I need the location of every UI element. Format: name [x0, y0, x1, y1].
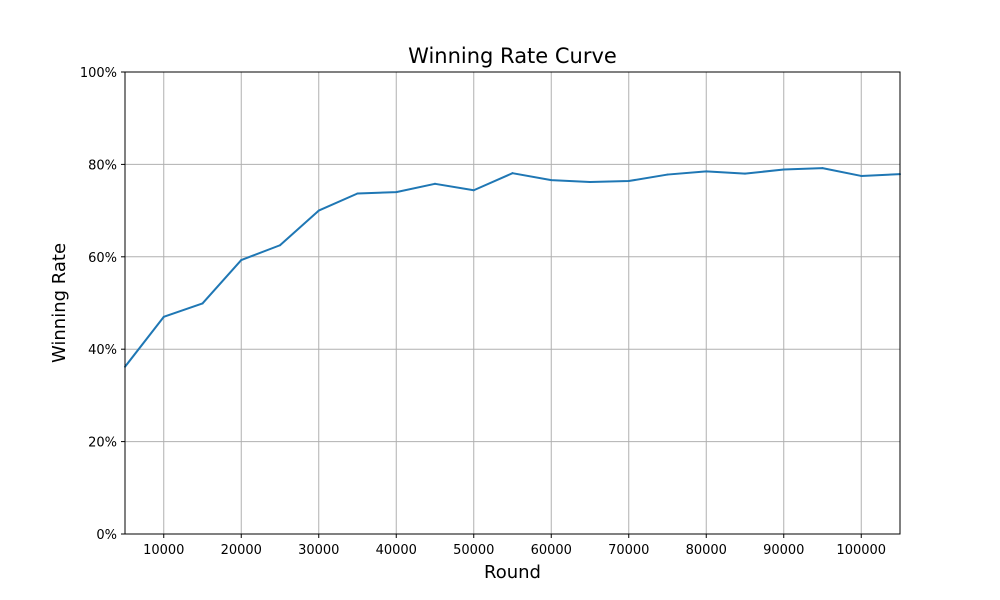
data-point: [744, 172, 746, 175]
data-point: [860, 174, 863, 177]
y-tick-label: 20%: [88, 436, 117, 451]
data-point: [356, 192, 359, 195]
data-point: [162, 315, 165, 318]
data-point: [240, 259, 243, 262]
x-tick-label: 20000: [221, 543, 262, 558]
y-tick-label: 60%: [88, 251, 117, 266]
data-point: [472, 189, 475, 192]
data-point: [705, 170, 708, 173]
data-point: [589, 180, 591, 183]
x-tick-label: 50000: [453, 543, 494, 558]
x-tick-label: 30000: [298, 543, 339, 558]
y-tick-label: 0%: [96, 528, 117, 543]
y-axis-label: Winning Rate: [49, 243, 70, 363]
x-tick-label: 70000: [608, 543, 649, 558]
data-point: [317, 209, 320, 212]
x-tick-label: 60000: [531, 543, 572, 558]
x-axis-label: Round: [484, 562, 541, 583]
data-point: [550, 179, 553, 182]
data-point: [201, 302, 204, 305]
x-tick-label: 80000: [686, 543, 727, 558]
plot-frame: [124, 71, 901, 535]
axis-ticks: 10000 20000 30000 40000 50000 60000 70000 80000…: [80, 66, 886, 558]
x-tick-label: 90000: [763, 543, 804, 558]
data-point: [279, 244, 281, 247]
data-point: [511, 172, 514, 175]
x-tick-label: 40000: [376, 543, 417, 558]
y-tick-label: 100%: [80, 66, 117, 81]
x-tick-label: 10000: [143, 543, 184, 558]
chart-title: Winning Rate Curve: [408, 44, 617, 68]
y-tick-label: 80%: [88, 158, 117, 173]
data-point: [434, 182, 436, 185]
data-point: [395, 191, 398, 194]
y-tick-label: 40%: [88, 343, 117, 358]
x-tick-label: 100000: [836, 543, 886, 558]
data-point: [782, 168, 785, 171]
data-point: [821, 167, 824, 170]
data-point: [666, 173, 669, 176]
data-point: [627, 180, 630, 183]
